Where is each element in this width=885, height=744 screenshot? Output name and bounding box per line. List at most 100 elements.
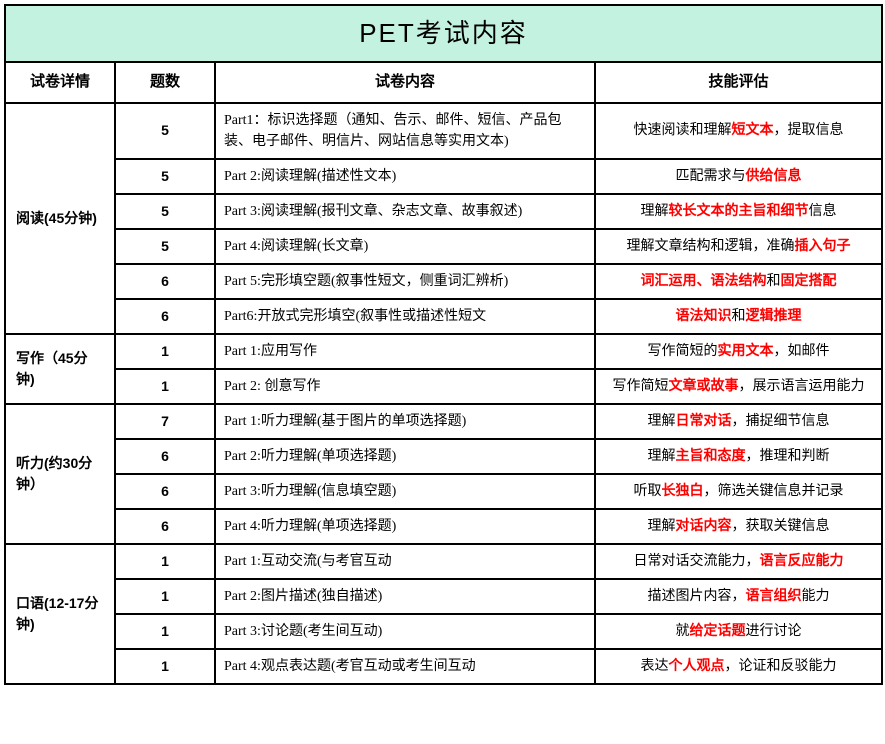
question-count: 6 [115,264,215,299]
highlight-text: 较长文本的主旨和细节 [669,204,809,219]
part-content: Part 2:听力理解(单项选择题) [215,439,595,474]
table-row: 6Part 3:听力理解(信息填空题) 听取长独白，筛选关键信息并记录 [5,474,882,509]
table-row: 听力(约30分钟）7Part 1:听力理解(基于图片的单项选择题)理解日常对话，… [5,404,882,439]
skill-assessment: 写作简短的实用文本，如邮件 [595,334,882,369]
section-name: 阅读(45分钟) [5,103,115,334]
table-title: PET考试内容 [5,5,882,62]
highlight-text: 语言组织 [746,589,802,604]
plain-text: 和 [732,309,746,324]
highlight-text: 短文本 [732,123,774,138]
table-row: 1Part 2:图片描述(独自描述)描述图片内容，语言组织能力 [5,579,882,614]
highlight-text: 词汇运用、语法结构 [641,274,767,289]
skill-assessment: 理解日常对话，捕捉细节信息 [595,404,882,439]
plain-text: ，筛选关键信息并记录 [704,484,844,499]
table-row: 6Part6:开放式完形填空(叙事性或描述性短文 语法知识和逻辑推理 [5,299,882,334]
plain-text: 进行讨论 [746,624,802,639]
part-content: Part 3:讨论题(考生间互动) [215,614,595,649]
question-count: 1 [115,614,215,649]
table-row: 5Part 4:阅读理解(长文章)理解文章结构和逻辑，准确插入句子 [5,229,882,264]
question-count: 5 [115,159,215,194]
question-count: 1 [115,579,215,614]
highlight-text: 固定搭配 [781,274,837,289]
section-name: 写作（45分钟) [5,334,115,404]
highlight-text: 主旨和态度 [676,449,746,464]
plain-text: 日常对话交流能力， [634,554,760,569]
table-row: 1Part 3:讨论题(考生间互动)就给定话题进行讨论 [5,614,882,649]
part-content: Part 5:完形填空题(叙事性短文，侧重词汇辨析) [215,264,595,299]
part-content: Part 3:听力理解(信息填空题) [215,474,595,509]
question-count: 7 [115,404,215,439]
highlight-text: 日常对话 [676,414,732,429]
part-content: Part1：标识选择题（通知、告示、邮件、短信、产品包装、电子邮件、明信片、网站… [215,103,595,159]
skill-assessment: 理解文章结构和逻辑，准确插入句子 [595,229,882,264]
table-row: 1Part 4:观点表达题(考官互动或考生间互动表达个人观点，论证和反驳能力 [5,649,882,684]
column-header: 技能评估 [595,62,882,103]
question-count: 6 [115,509,215,544]
question-count: 6 [115,474,215,509]
part-content: Part 1:听力理解(基于图片的单项选择题) [215,404,595,439]
highlight-text: 语言反应能力 [760,554,844,569]
skill-assessment: 就给定话题进行讨论 [595,614,882,649]
skill-assessment: 写作简短文章或故事，展示语言运用能力 [595,369,882,404]
plain-text: 听取 [634,484,662,499]
table-row: 阅读(45分钟)5Part1：标识选择题（通知、告示、邮件、短信、产品包装、电子… [5,103,882,159]
plain-text: ，推理和判断 [746,449,830,464]
highlight-text: 文章或故事 [669,379,739,394]
question-count: 5 [115,194,215,229]
plain-text: ，捕捉细节信息 [732,414,830,429]
skill-assessment: 理解较长文本的主旨和细节信息 [595,194,882,229]
highlight-text: 语法知识 [676,309,732,324]
part-content: Part 4:听力理解(单项选择题) [215,509,595,544]
highlight-text: 插入句子 [795,239,851,254]
part-content: Part6:开放式完形填空(叙事性或描述性短文 [215,299,595,334]
highlight-text: 长独白 [662,484,704,499]
highlight-text: 实用文本 [718,344,774,359]
question-count: 1 [115,544,215,579]
exam-table: PET考试内容试卷详情题数试卷内容技能评估阅读(45分钟)5Part1：标识选择… [4,4,883,685]
plain-text: 理解 [641,204,669,219]
plain-text: ，如邮件 [774,344,830,359]
skill-assessment: 快速阅读和理解短文本，提取信息 [595,103,882,159]
highlight-text: 供给信息 [746,169,802,184]
plain-text: 就 [676,624,690,639]
skill-assessment: 匹配需求与供给信息 [595,159,882,194]
skill-assessment: 词汇运用、语法结构和固定搭配 [595,264,882,299]
plain-text: 匹配需求与 [676,169,746,184]
table-row: 6Part 2:听力理解(单项选择题)理解主旨和态度，推理和判断 [5,439,882,474]
plain-text: 描述图片内容， [648,589,746,604]
plain-text: ，展示语言运用能力 [739,379,865,394]
table-row: 6Part 4:听力理解(单项选择题)理解对话内容，获取关键信息 [5,509,882,544]
column-header: 题数 [115,62,215,103]
part-content: Part 2:阅读理解(描述性文本) [215,159,595,194]
plain-text: 快速阅读和理解 [634,123,732,138]
skill-assessment: 日常对话交流能力，语言反应能力 [595,544,882,579]
question-count: 5 [115,229,215,264]
part-content: Part 1:应用写作 [215,334,595,369]
part-content: Part 1:互动交流(与考官互动 [215,544,595,579]
table-row: 1Part 2: 创意写作写作简短文章或故事，展示语言运用能力 [5,369,882,404]
plain-text: 理解 [648,449,676,464]
part-content: Part 3:阅读理解(报刊文章、杂志文章、故事叙述) [215,194,595,229]
question-count: 5 [115,103,215,159]
question-count: 6 [115,439,215,474]
table-row: 写作（45分钟)1Part 1:应用写作写作简短的实用文本，如邮件 [5,334,882,369]
plain-text: 写作简短 [613,379,669,394]
question-count: 6 [115,299,215,334]
plain-text: ，获取关键信息 [732,519,830,534]
highlight-text: 逻辑推理 [746,309,802,324]
skill-assessment: 表达个人观点，论证和反驳能力 [595,649,882,684]
question-count: 1 [115,649,215,684]
section-name: 口语(12-17分钟) [5,544,115,684]
skill-assessment: 理解主旨和态度，推理和判断 [595,439,882,474]
plain-text: 表达 [641,659,669,674]
plain-text: 和 [767,274,781,289]
section-name: 听力(约30分钟） [5,404,115,544]
question-count: 1 [115,334,215,369]
plain-text: 写作简短的 [648,344,718,359]
table-row: 5Part 3:阅读理解(报刊文章、杂志文章、故事叙述)理解较长文本的主旨和细节… [5,194,882,229]
part-content: Part 2: 创意写作 [215,369,595,404]
plain-text: 信息 [809,204,837,219]
skill-assessment: 理解对话内容，获取关键信息 [595,509,882,544]
part-content: Part 2:图片描述(独自描述) [215,579,595,614]
table-row: 5Part 2:阅读理解(描述性文本)匹配需求与供给信息 [5,159,882,194]
